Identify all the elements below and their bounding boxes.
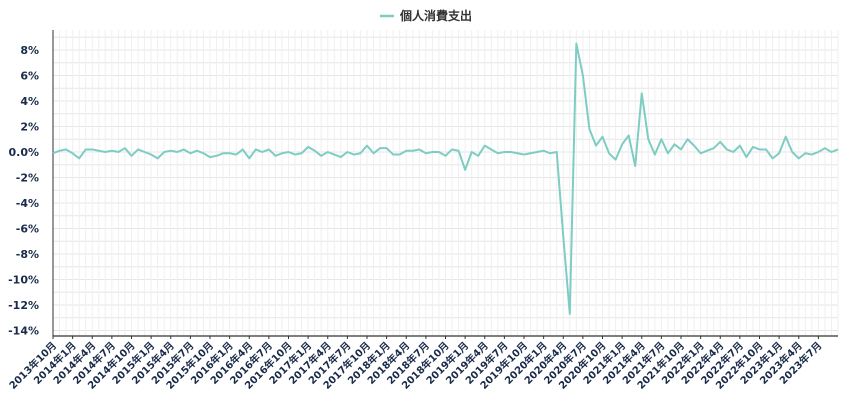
y-tick-label: 0.0% [8, 146, 39, 159]
y-tick-label: 8% [20, 44, 39, 57]
series-layer [52, 42, 839, 315]
y-tick-label: 4% [20, 95, 39, 108]
y-tick-label: -12% [8, 299, 39, 312]
y-tick-label: -10% [8, 274, 39, 287]
legend-label-personal-consumption: 個人消費支出 [399, 8, 472, 23]
legend[interactable]: 個人消費支出 [380, 8, 472, 23]
y-tick-label: -14% [8, 325, 39, 338]
series-line-personal-consumption [52, 42, 839, 315]
y-tick-label: -8% [16, 248, 39, 261]
grid-lines [52, 30, 839, 336]
y-axis-tick-labels: 8% 6% 4% 2% 0.0% -2% -4% -6% -8% -10% -12% -14% [8, 44, 39, 338]
y-tick-label: -6% [16, 223, 39, 236]
y-tick-label: 6% [20, 70, 39, 83]
y-tick-label: -4% [16, 197, 39, 210]
y-tick-label: 2% [20, 121, 39, 134]
y-tick-label: -2% [16, 172, 39, 185]
x-axis-tick-labels: 2013年10月2014年1月2014年4月2014年7月2014年10月201… [6, 336, 824, 392]
